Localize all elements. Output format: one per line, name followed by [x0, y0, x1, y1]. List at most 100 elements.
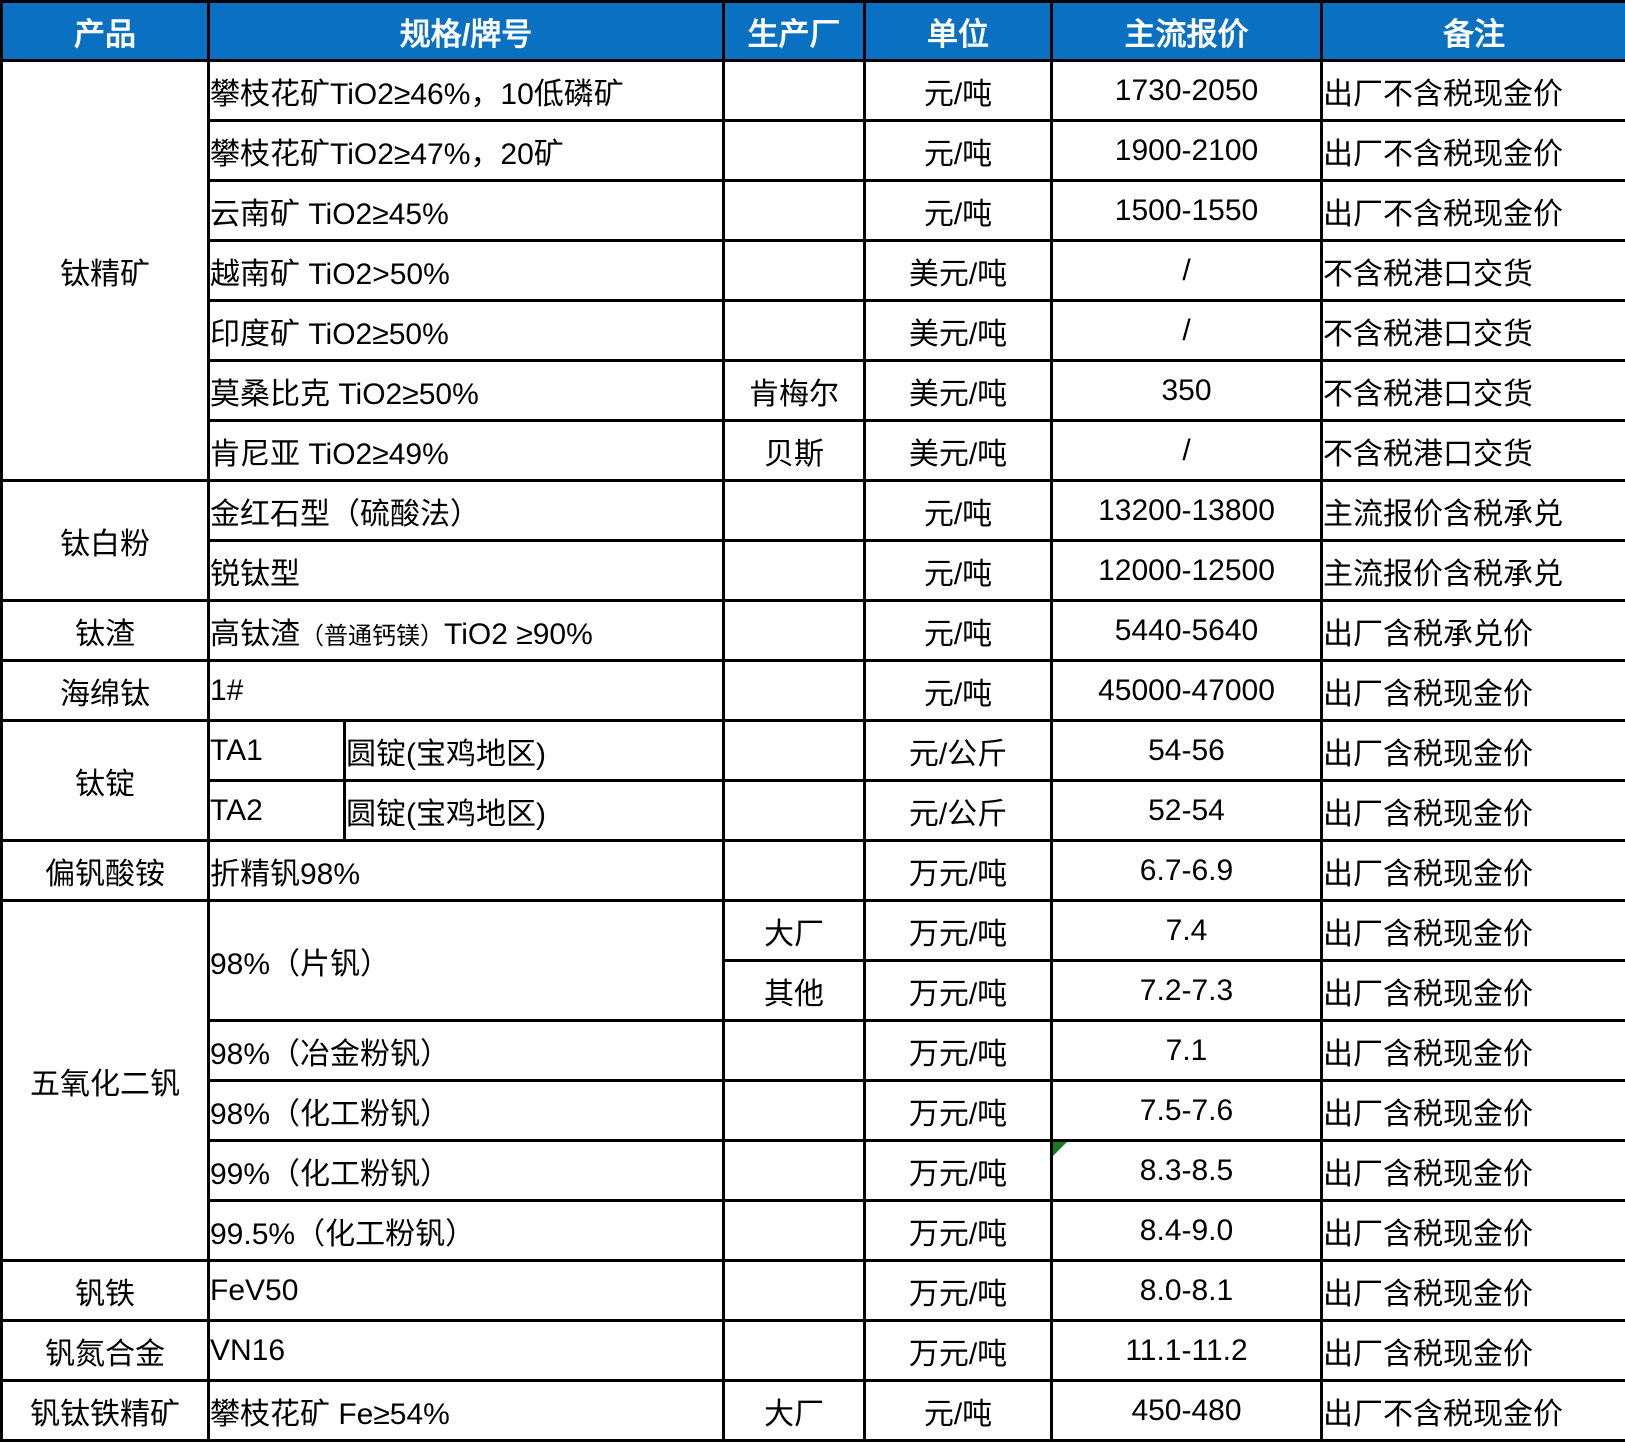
cell-spec-shape: 圆锭(宝鸡地区)	[343, 779, 725, 842]
header-spec: 规格/牌号	[207, 0, 725, 62]
table-row: 99%（化工粉钒） 万元/吨 8.3-8.5 出厂含税现金价	[2, 1139, 1625, 1202]
cell-spec: 印度矿 TiO2≥50%	[207, 299, 725, 362]
cell-price: 1730-2050	[1050, 59, 1323, 122]
cell-price: 11.1-11.2	[1050, 1319, 1323, 1382]
cell-price: 7.4	[1050, 899, 1323, 962]
cell-factory: 大厂	[722, 1379, 866, 1442]
cell-price: 5440-5640	[1050, 599, 1323, 662]
cell-note: 出厂含税现金价	[1320, 1259, 1625, 1322]
cell-unit: 万元/吨	[863, 1319, 1053, 1382]
spec-text-small: （普通钙镁）	[300, 622, 444, 650]
table-row: 其他 万元/吨 7.2-7.3 出厂含税现金价	[2, 959, 1625, 1022]
cell-price: 1500-1550	[1050, 179, 1323, 242]
cell-price: /	[1050, 419, 1323, 482]
table-row: 钛渣 高钛渣（普通钙镁）TiO2 ≥90% 元/吨 5440-5640 出厂含税…	[0, 599, 1625, 662]
cell-spec: 98%（化工粉钒）	[207, 1079, 725, 1142]
cell-price: 7.5-7.6	[1050, 1079, 1323, 1142]
cell-factory	[722, 839, 866, 902]
cell-product: 五氧化二钒	[0, 899, 210, 1262]
cell-unit: 元/公斤	[863, 719, 1053, 782]
cell-spec: 99%（化工粉钒）	[207, 1139, 725, 1202]
cell-note: 出厂不含税现金价	[1320, 119, 1625, 182]
cell-factory: 其他	[722, 959, 866, 1022]
table-row: 海绵钛 1# 元/吨 45000-47000 出厂含税现金价	[0, 659, 1625, 722]
cell-product: 钛精矿	[0, 59, 210, 482]
table-row: 印度矿 TiO2≥50% 美元/吨 / 不含税港口交货	[2, 299, 1625, 362]
cell-note: 出厂含税现金价	[1320, 659, 1625, 722]
cell-note: 出厂不含税现金价	[1320, 179, 1625, 242]
table-row: 云南矿 TiO2≥45% 元/吨 1500-1550 出厂不含税现金价	[2, 179, 1625, 242]
table-row: TA2 圆锭(宝鸡地区) 元/公斤 52-54 出厂含税现金价	[2, 779, 1625, 842]
cell-price: 8.4-9.0	[1050, 1199, 1323, 1262]
cell-error-corner-marker-icon	[1054, 1143, 1067, 1156]
cell-unit: 万元/吨	[863, 1079, 1053, 1142]
header-factory: 生产厂	[722, 0, 866, 62]
cell-unit: 元/公斤	[863, 779, 1053, 842]
cell-unit: 万元/吨	[863, 1019, 1053, 1082]
cell-unit: 美元/吨	[863, 419, 1053, 482]
cell-factory	[722, 479, 866, 542]
cell-price: 6.7-6.9	[1050, 839, 1323, 902]
table-row: 莫桑比克 TiO2≥50% 肯梅尔 美元/吨 350 不含税港口交货	[2, 359, 1625, 422]
cell-factory	[722, 659, 866, 722]
table-row: 越南矿 TiO2>50% 美元/吨 / 不含税港口交货	[2, 239, 1625, 302]
cell-spec: 肯尼亚 TiO2≥49%	[207, 419, 725, 482]
cell-factory	[722, 1139, 866, 1202]
header-note: 备注	[1320, 0, 1625, 62]
cell-price: 8.3-8.5	[1050, 1139, 1323, 1202]
cell-unit: 元/吨	[863, 179, 1053, 242]
cell-price: /	[1050, 299, 1323, 362]
table-row: 偏钒酸铵 折精钒98% 万元/吨 6.7-6.9 出厂含税现金价	[0, 839, 1625, 902]
cell-spec: 折精钒98%	[207, 839, 725, 902]
cell-product: 钒铁	[0, 1259, 210, 1322]
cell-factory	[722, 539, 866, 602]
cell-price: 12000-12500	[1050, 539, 1323, 602]
cell-spec: 攀枝花矿TiO2≥47%，20矿	[207, 119, 725, 182]
cell-unit: 万元/吨	[863, 1259, 1053, 1322]
cell-factory	[722, 119, 866, 182]
cell-product: 海绵钛	[0, 659, 210, 722]
cell-spec: 98%（冶金粉钒）	[207, 1019, 725, 1082]
cell-spec: 攀枝花矿TiO2≥46%，10低磷矿	[207, 59, 725, 122]
cell-note: 出厂含税现金价	[1320, 839, 1625, 902]
cell-unit: 万元/吨	[863, 1199, 1053, 1262]
cell-note: 出厂含税现金价	[1320, 719, 1625, 782]
cell-spec: 金红石型（硫酸法）	[207, 479, 725, 542]
cell-unit: 万元/吨	[863, 899, 1053, 962]
table-row: 锐钛型 元/吨 12000-12500 主流报价含税承兑	[2, 539, 1625, 602]
cell-spec: 攀枝花矿 Fe≥54%	[207, 1379, 725, 1442]
cell-spec: 98%（片钒）	[207, 899, 725, 1022]
cell-note: 出厂含税现金价	[1320, 1139, 1625, 1202]
cell-note: 不含税港口交货	[1320, 239, 1625, 302]
cell-unit: 万元/吨	[863, 1139, 1053, 1202]
cell-product: 钒氮合金	[0, 1319, 210, 1382]
cell-spec: 1#	[207, 659, 725, 722]
cell-price: 7.1	[1050, 1019, 1323, 1082]
cell-spec-shape: 圆锭(宝鸡地区)	[343, 719, 725, 782]
header-product: 产品	[0, 0, 210, 62]
table-row: 99.5%（化工粉钒） 万元/吨 8.4-9.0 出厂含税现金价	[2, 1199, 1625, 1262]
cell-price: 1900-2100	[1050, 119, 1323, 182]
cell-factory	[722, 1199, 866, 1262]
header-row: 产品 规格/牌号 生产厂 单位 主流报价 备注	[0, 0, 1625, 62]
cell-factory	[722, 1319, 866, 1382]
cell-price: 7.2-7.3	[1050, 959, 1323, 1022]
cell-unit: 元/吨	[863, 479, 1053, 542]
cell-factory: 贝斯	[722, 419, 866, 482]
cell-factory	[722, 599, 866, 662]
cell-factory	[722, 719, 866, 782]
cell-unit: 美元/吨	[863, 299, 1053, 362]
cell-note: 出厂不含税现金价	[1320, 1379, 1625, 1442]
table-row: 钒铁 FeV50 万元/吨 8.0-8.1 出厂含税现金价	[0, 1259, 1625, 1322]
cell-price: 45000-47000	[1050, 659, 1323, 722]
cell-note: 出厂含税现金价	[1320, 1019, 1625, 1082]
cell-unit: 元/吨	[863, 659, 1053, 722]
cell-spec: VN16	[207, 1319, 725, 1382]
cell-factory	[722, 1019, 866, 1082]
price-text: 8.3-8.5	[1139, 1153, 1234, 1187]
cell-price: 8.0-8.1	[1050, 1259, 1323, 1322]
cell-factory	[722, 299, 866, 362]
cell-note: 不含税港口交货	[1320, 419, 1625, 482]
cell-factory	[722, 179, 866, 242]
table-row: 肯尼亚 TiO2≥49% 贝斯 美元/吨 / 不含税港口交货	[2, 419, 1625, 482]
